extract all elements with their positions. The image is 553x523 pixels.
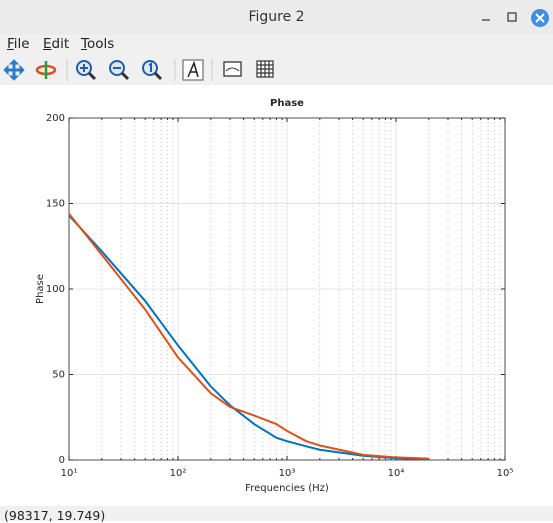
rotate-tool[interactable]: [35, 61, 57, 79]
x-tick-label: 10⁴: [388, 468, 405, 479]
status-bar: (98317, 19.749): [0, 506, 553, 523]
zoom-in-tool[interactable]: [76, 60, 97, 81]
close-button[interactable]: [531, 9, 549, 27]
chart-title: Phase: [270, 98, 304, 109]
menu-bar: File Edit Tools: [0, 35, 553, 55]
y-axis-label: Phase: [35, 274, 46, 304]
grid-tool[interactable]: [256, 60, 274, 78]
x-tick-label: 10²: [170, 468, 187, 479]
axes-box: [68, 117, 506, 461]
window-controls: [482, 9, 549, 27]
text-tool[interactable]: [182, 59, 204, 81]
zoom-out-tool[interactable]: [109, 60, 130, 81]
legend-tool[interactable]: [223, 61, 242, 77]
y-tick-label: 150: [46, 199, 65, 210]
chart: Phase Frequencies (Hz) Phase 0 50 100 150 20…: [35, 98, 514, 494]
series-line: [68, 213, 429, 460]
x-tick-label: 10¹: [61, 468, 78, 479]
series-line: [68, 214, 429, 461]
x-axis-label: Frequencies (Hz): [245, 483, 329, 494]
x-tick-label: 10⁵: [497, 468, 514, 479]
menu-item[interactable]: File: [7, 36, 30, 52]
y-tick-label: 200: [46, 113, 65, 124]
y-tick-label: 100: [46, 284, 65, 295]
y-tick-label: 50: [52, 370, 65, 381]
title-bar: Figure 2: [0, 0, 553, 35]
pan-tool[interactable]: [3, 59, 25, 81]
menu-item[interactable]: Edit: [43, 36, 70, 52]
menu-item[interactable]: Tools: [81, 36, 115, 52]
toolbar-icons: [3, 59, 274, 81]
y-tick-label: 0: [59, 455, 65, 466]
status-text: (98317, 19.749): [4, 508, 106, 523]
maximize-button[interactable]: [507, 12, 517, 22]
toolbar: [0, 55, 553, 85]
zoom-reset-tool[interactable]: [142, 60, 163, 81]
x-tick-label: 10³: [279, 468, 296, 479]
window-title: Figure 2: [248, 9, 305, 25]
